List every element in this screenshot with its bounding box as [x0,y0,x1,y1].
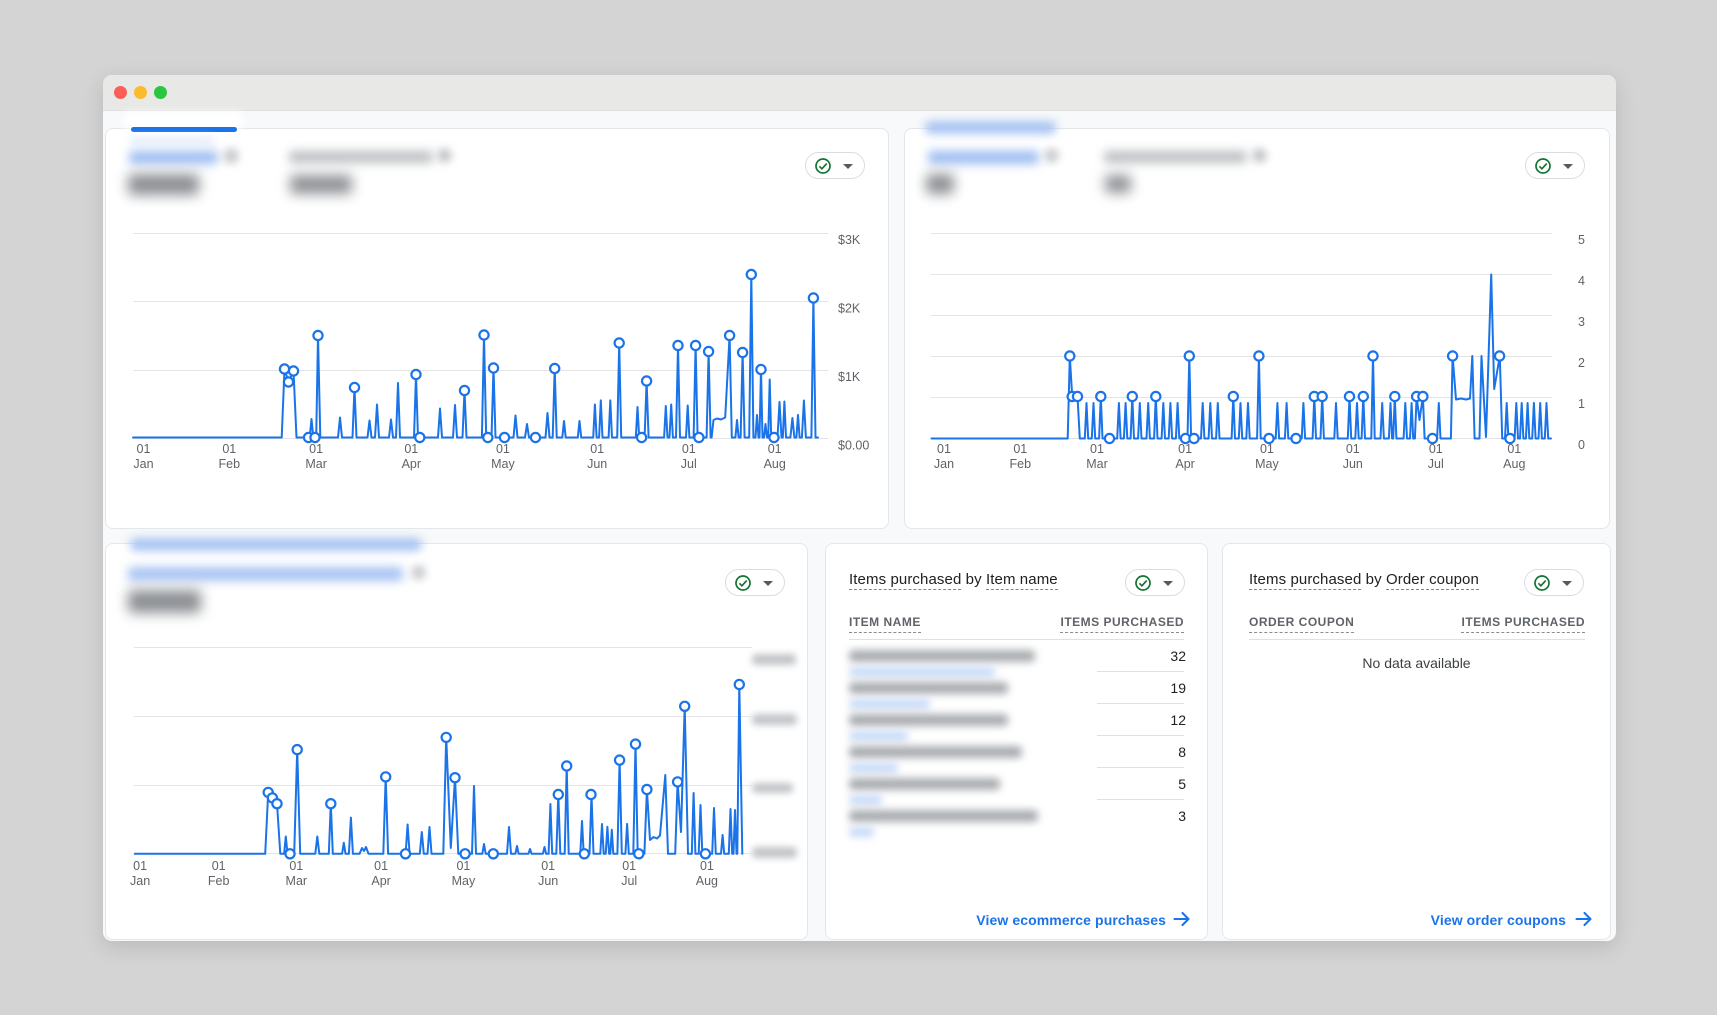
svg-text:Aug: Aug [696,874,718,888]
svg-text:01: 01 [1090,442,1104,456]
svg-text:May: May [1255,457,1279,471]
svg-text:Jun: Jun [587,457,607,471]
svg-text:01: 01 [404,442,418,456]
svg-text:$1K: $1K [838,370,861,384]
svg-text:01: 01 [768,442,782,456]
svg-text:0: 0 [1578,438,1585,452]
svg-text:Jul: Jul [681,457,697,471]
svg-text:01: 01 [222,442,236,456]
svg-text:01: 01 [1013,442,1027,456]
svg-text:$2K: $2K [838,302,861,316]
svg-text:5: 5 [1578,233,1585,247]
svg-text:Mar: Mar [1086,457,1108,471]
svg-text:2: 2 [1578,356,1585,370]
svg-text:01: 01 [682,442,696,456]
svg-text:01: 01 [1429,442,1443,456]
svg-text:01: 01 [541,859,555,873]
svg-text:Jan: Jan [133,457,153,471]
svg-text:01: 01 [374,859,388,873]
svg-text:Aug: Aug [764,457,786,471]
svg-text:01: 01 [137,442,151,456]
svg-text:Jan: Jan [130,874,150,888]
svg-text:3: 3 [1578,315,1585,329]
svg-text:Mar: Mar [286,874,308,888]
svg-text:01: 01 [212,859,226,873]
svg-text:01: 01 [1260,442,1274,456]
svg-text:4: 4 [1578,274,1585,288]
svg-text:Jul: Jul [1428,457,1444,471]
svg-text:01: 01 [1178,442,1192,456]
svg-text:01: 01 [496,442,510,456]
svg-text:$3K: $3K [838,233,861,247]
svg-text:Jul: Jul [621,874,637,888]
svg-text:Feb: Feb [219,457,241,471]
svg-text:01: 01 [1507,442,1521,456]
svg-text:Jun: Jun [538,874,558,888]
svg-text:01: 01 [456,859,470,873]
svg-text:01: 01 [700,859,714,873]
svg-text:01: 01 [309,442,323,456]
svg-text:1: 1 [1578,397,1585,411]
svg-text:Feb: Feb [1010,457,1032,471]
svg-text:May: May [452,874,476,888]
svg-text:Mar: Mar [305,457,327,471]
svg-text:01: 01 [289,859,303,873]
svg-text:Apr: Apr [371,874,390,888]
svg-text:May: May [491,457,515,471]
svg-text:01: 01 [1346,442,1360,456]
svg-text:01: 01 [622,859,636,873]
svg-text:Aug: Aug [1503,457,1525,471]
svg-text:Jan: Jan [934,457,954,471]
svg-text:$0.00: $0.00 [838,439,869,453]
svg-text:Feb: Feb [208,874,230,888]
svg-text:01: 01 [590,442,604,456]
svg-text:01: 01 [937,442,951,456]
svg-text:Jun: Jun [1343,457,1363,471]
svg-text:01: 01 [133,859,147,873]
svg-text:Apr: Apr [402,457,421,471]
svg-text:Apr: Apr [1175,457,1194,471]
